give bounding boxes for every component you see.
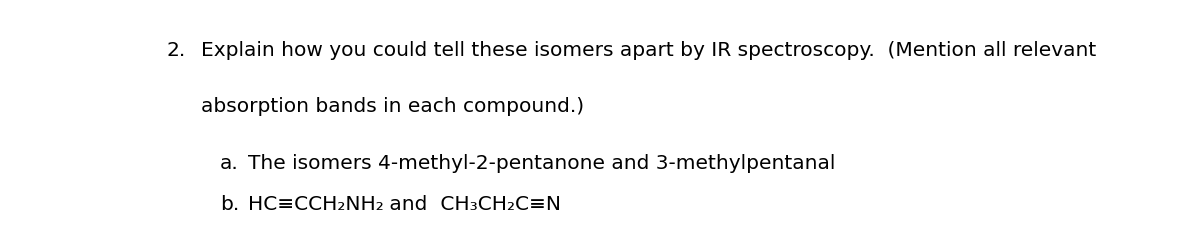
Text: HC≡CCH₂NH₂: HC≡CCH₂NH₂	[247, 195, 384, 214]
Text: Explain how you could tell these isomers apart by IR spectroscopy.  (Mention all: Explain how you could tell these isomers…	[202, 41, 1097, 60]
Text: 2.: 2.	[167, 41, 186, 60]
Text: The isomers 4-methyl-2-pentanone and 3-methylpentanal: The isomers 4-methyl-2-pentanone and 3-m…	[247, 154, 835, 173]
Text: CH₃CH₂C≡N: CH₃CH₂C≡N	[434, 195, 562, 214]
Text: absorption bands in each compound.): absorption bands in each compound.)	[202, 97, 584, 117]
Text: b.: b.	[220, 195, 239, 214]
Text: and: and	[384, 195, 434, 214]
Text: a.: a.	[220, 154, 239, 173]
